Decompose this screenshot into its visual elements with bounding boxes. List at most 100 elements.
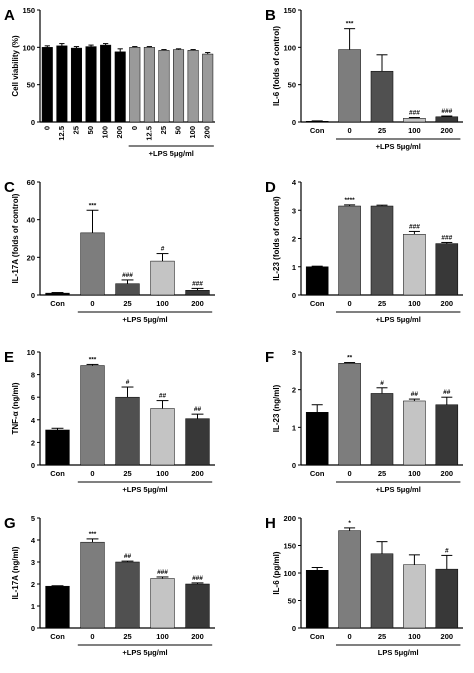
panel-b-bar-3 [403, 118, 426, 123]
panel-a-xtick-label-5: 200 [115, 126, 124, 139]
panel-f-sig-1: ** [347, 355, 353, 362]
panel-d-ytick-label-4: 4 [292, 178, 297, 187]
panel-f-xtick-label-4: 200 [441, 469, 454, 478]
panel-h-bar-0 [305, 570, 329, 629]
panel-c-ytick-label-1: 20 [27, 253, 35, 262]
panel-g-xtick-label-4: 200 [191, 632, 204, 641]
panel-e-letter: E [4, 349, 14, 366]
panel-a-bar-4 [100, 44, 112, 123]
panel-c-bar-3 [150, 260, 175, 296]
panel-b-bar-1 [338, 49, 361, 123]
panel-d-bar-4 [435, 243, 459, 296]
panel-c-ytick-label-3: 60 [27, 178, 35, 187]
panel-g-ytick-label-1: 1 [31, 602, 35, 611]
panel-a-xtick-label-1: 12.5 [57, 126, 66, 141]
panel-b-ytick-label-3: 150 [283, 6, 296, 15]
panel-d-xtick-label-2: 25 [378, 299, 386, 308]
panel-d-bar-1 [338, 205, 361, 296]
panel-a-xtick-label-11: 200 [203, 126, 212, 139]
panel-d-ytick-label-1: 1 [292, 263, 296, 272]
panel-d-ytick-label-2: 2 [292, 235, 296, 244]
panel-g-bar-4 [185, 583, 210, 629]
panel-h-xtick-label-1: 0 [348, 632, 352, 641]
panel-b-xtick-label-2: 25 [378, 126, 386, 135]
panel-e-ytick-label-1: 2 [31, 438, 35, 447]
panel-g-bar-2 [115, 561, 140, 629]
panel-h-xtick-label-2: 25 [378, 632, 386, 641]
panel-e-group-label: +LPS 5μg/ml [122, 485, 167, 494]
panel-g-sig-4: ### [192, 575, 203, 582]
panel-e-xtick-label-1: 0 [90, 469, 94, 478]
panel-h-ytick-label-3: 150 [283, 542, 296, 551]
panel-h-bar-2 [370, 553, 394, 629]
panel-g-bar-0 [45, 585, 70, 629]
panel-h-ytick-label-2: 100 [283, 569, 296, 578]
panel-e-ytick-label-5: 10 [27, 348, 35, 357]
panel-e-xtick-label-2: 25 [123, 469, 131, 478]
panel-f-bar-0 [305, 412, 329, 466]
panel-a-xtick-label-3: 50 [86, 126, 95, 134]
panel-f-bar-4 [435, 404, 459, 466]
panel-b-bar-2 [370, 70, 394, 123]
panel-h-xtick-label-3: 100 [408, 632, 421, 641]
panel-b-ytick-label-2: 100 [283, 43, 296, 52]
panel-b-group-label: +LPS 5μg/ml [376, 142, 421, 151]
panel-b-xtick-label-0: Con [310, 126, 325, 135]
panel-c-sig-3: # [161, 246, 165, 253]
panel-a-ylabel: Cell viability (%) [11, 35, 20, 97]
panel-b-sig-3: ### [409, 110, 420, 117]
panel-g-ytick-label-4: 4 [31, 536, 36, 545]
panel-d-bar-3 [403, 234, 426, 296]
panel-b-xtick-label-1: 0 [348, 126, 352, 135]
panel-c-sig-2: ### [122, 272, 133, 279]
panel-g-xtick-label-1: 0 [90, 632, 94, 641]
panel-c-ytick-label-2: 40 [27, 216, 35, 225]
panel-e-ytick-label-0: 0 [31, 461, 35, 470]
panel-g-xtick-label-3: 100 [156, 632, 169, 641]
panel-h-bar-1 [338, 530, 361, 629]
panel-a-bar-0 [41, 47, 53, 123]
panel-d-ylabel: IL-23 (folds of control) [272, 196, 281, 281]
panel-d-ytick-label-0: 0 [292, 291, 296, 300]
panel-e-sig-4: ## [194, 406, 202, 413]
panel-f-xtick-label-2: 25 [378, 469, 386, 478]
panel-a-ytick-label-3: 150 [22, 6, 35, 15]
panel-a-ytick-label-0: 0 [31, 118, 35, 127]
panel-c-sig-4: ### [192, 280, 203, 287]
panel-b-ytick-label-0: 0 [292, 118, 296, 127]
panel-e-xtick-label-4: 200 [191, 469, 204, 478]
panel-a-bar-6 [129, 47, 141, 123]
panel-g-xtick-label-0: Con [50, 632, 65, 641]
panel-b-xtick-label-3: 100 [408, 126, 421, 135]
panel-g-ytick-label-0: 0 [31, 624, 35, 633]
panel-c-xtick-label-0: Con [50, 299, 65, 308]
panel-e-sig-2: # [126, 379, 130, 386]
panel-e-bar-0 [45, 429, 70, 466]
panel-e-ylabel: TNF-α (ng/ml) [11, 382, 20, 434]
panel-e-ytick-label-3: 6 [31, 393, 35, 402]
panel-b-ytick-label-1: 50 [288, 81, 296, 90]
panel-e-bar-1 [80, 365, 105, 466]
panel-a-ytick-label-2: 100 [22, 43, 35, 52]
panel-e-sig-1: *** [89, 356, 97, 363]
panel-a-xtick-label-4: 100 [101, 126, 110, 139]
panel-d-group-label: +LPS 5μg/ml [376, 315, 421, 324]
panel-g-xtick-label-2: 25 [123, 632, 131, 641]
panel-e-xtick-label-0: Con [50, 469, 65, 478]
panel-d-sig-4: ### [441, 234, 452, 241]
panel-c-xtick-label-2: 25 [123, 299, 131, 308]
panel-d-xtick-label-3: 100 [408, 299, 421, 308]
panel-a-bar-2 [70, 47, 82, 123]
panel-a-group-label: +LPS 5μg/ml [149, 149, 194, 158]
panel-g-bar-3 [150, 578, 175, 629]
panel-f-letter: F [265, 349, 274, 366]
panel-e-bar-2 [115, 396, 140, 466]
panel-d-xtick-label-0: Con [310, 299, 325, 308]
panel-f-sig-2: # [380, 380, 384, 387]
panel-a-xtick-label-0: 0 [42, 126, 51, 130]
panel-b-letter: B [265, 7, 276, 24]
panel-g-sig-3: ### [157, 569, 168, 576]
panel-f-ylabel: IL-23 (ng/ml) [272, 384, 281, 432]
